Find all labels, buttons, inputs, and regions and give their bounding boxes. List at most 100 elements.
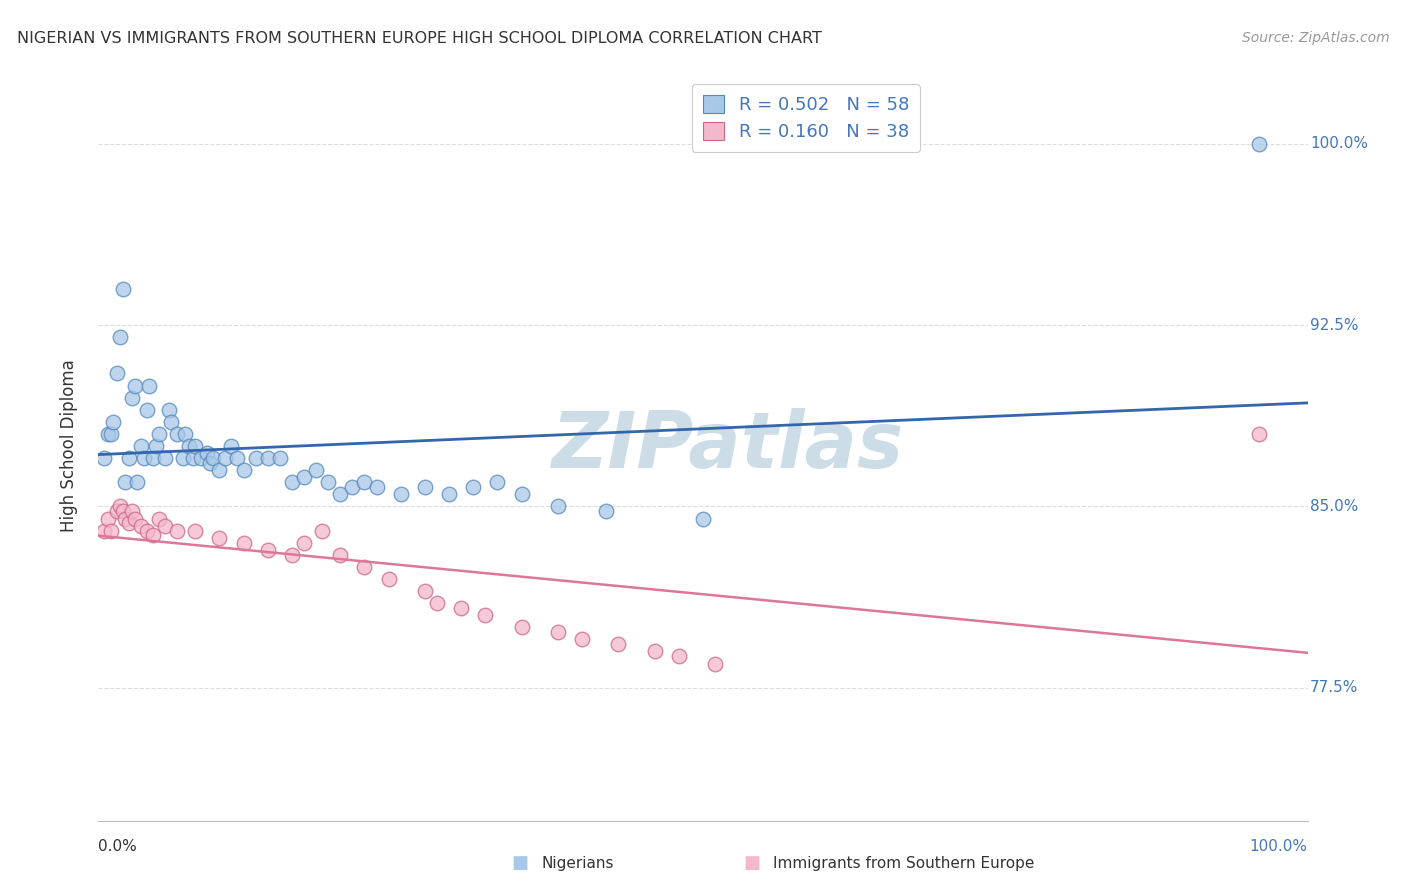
Text: Nigerians: Nigerians xyxy=(541,856,614,871)
Point xyxy=(111,504,134,518)
Point xyxy=(256,451,278,466)
Point xyxy=(184,524,207,538)
Point xyxy=(129,439,152,453)
Point xyxy=(129,518,152,533)
Point xyxy=(202,451,225,466)
Point xyxy=(1249,426,1271,441)
Point xyxy=(305,463,328,477)
Point xyxy=(111,282,134,296)
Point xyxy=(145,439,167,453)
Point xyxy=(208,531,231,545)
Text: ■: ■ xyxy=(512,855,529,872)
Legend: R = 0.502   N = 58, R = 0.160   N = 38: R = 0.502 N = 58, R = 0.160 N = 38 xyxy=(692,84,920,152)
Point xyxy=(281,475,304,490)
Point xyxy=(105,504,128,518)
Point xyxy=(166,426,188,441)
Point xyxy=(281,548,304,562)
Point xyxy=(292,535,315,549)
Point xyxy=(135,402,157,417)
Point xyxy=(166,524,188,538)
Point xyxy=(142,451,165,466)
Point xyxy=(118,516,141,531)
Point xyxy=(121,504,143,518)
Text: 85.0%: 85.0% xyxy=(1310,499,1358,514)
Y-axis label: High School Diploma: High School Diploma xyxy=(59,359,77,533)
Point xyxy=(510,620,533,634)
Point xyxy=(181,451,204,466)
Point xyxy=(198,456,221,470)
Point xyxy=(105,367,128,381)
Point xyxy=(366,480,388,494)
Point xyxy=(148,426,170,441)
Point xyxy=(377,572,399,586)
Point xyxy=(93,451,115,466)
Text: 77.5%: 77.5% xyxy=(1310,681,1358,695)
Point xyxy=(692,511,714,525)
Point xyxy=(329,548,352,562)
Text: Immigrants from Southern Europe: Immigrants from Southern Europe xyxy=(773,856,1035,871)
Text: Source: ZipAtlas.com: Source: ZipAtlas.com xyxy=(1241,31,1389,45)
Point xyxy=(232,463,254,477)
Point xyxy=(160,415,183,429)
Point xyxy=(607,637,630,651)
Point xyxy=(316,475,339,490)
Point xyxy=(1249,136,1271,151)
Point xyxy=(148,511,170,525)
Point xyxy=(157,402,180,417)
Point xyxy=(214,451,236,466)
Point xyxy=(571,632,593,647)
Point xyxy=(172,451,194,466)
Point xyxy=(486,475,509,490)
Point xyxy=(135,524,157,538)
Text: 0.0%: 0.0% xyxy=(98,839,138,855)
Point xyxy=(547,500,569,514)
Point xyxy=(97,426,120,441)
Point xyxy=(138,378,160,392)
Point xyxy=(93,524,115,538)
Point xyxy=(413,480,436,494)
Point xyxy=(190,451,212,466)
Point xyxy=(269,451,291,466)
Point xyxy=(101,415,124,429)
Point xyxy=(184,439,207,453)
Point xyxy=(463,480,485,494)
Text: ZIPatlas: ZIPatlas xyxy=(551,408,903,484)
Point xyxy=(208,463,231,477)
Point xyxy=(100,426,122,441)
Point xyxy=(221,439,243,453)
Point xyxy=(437,487,460,501)
Point xyxy=(474,608,496,623)
Point xyxy=(232,535,254,549)
Point xyxy=(114,511,136,525)
Point xyxy=(108,500,131,514)
Point xyxy=(644,644,666,658)
Point xyxy=(329,487,352,501)
Point xyxy=(100,524,122,538)
Point xyxy=(124,511,146,525)
Point xyxy=(704,657,727,671)
Point xyxy=(195,446,218,460)
Point xyxy=(389,487,412,501)
Point xyxy=(256,543,278,558)
Point xyxy=(153,518,176,533)
Point xyxy=(114,475,136,490)
Point xyxy=(426,596,449,610)
Text: 100.0%: 100.0% xyxy=(1310,136,1368,152)
Point xyxy=(450,601,472,615)
Point xyxy=(226,451,249,466)
Point xyxy=(142,528,165,542)
Point xyxy=(124,378,146,392)
Point xyxy=(179,439,201,453)
Point xyxy=(245,451,267,466)
Point xyxy=(510,487,533,501)
Point xyxy=(353,559,375,574)
Text: 100.0%: 100.0% xyxy=(1250,839,1308,855)
Point xyxy=(174,426,197,441)
Point xyxy=(97,511,120,525)
Point xyxy=(311,524,333,538)
Point xyxy=(118,451,141,466)
Point xyxy=(547,625,569,640)
Point xyxy=(292,470,315,484)
Point xyxy=(413,584,436,599)
Point xyxy=(595,504,617,518)
